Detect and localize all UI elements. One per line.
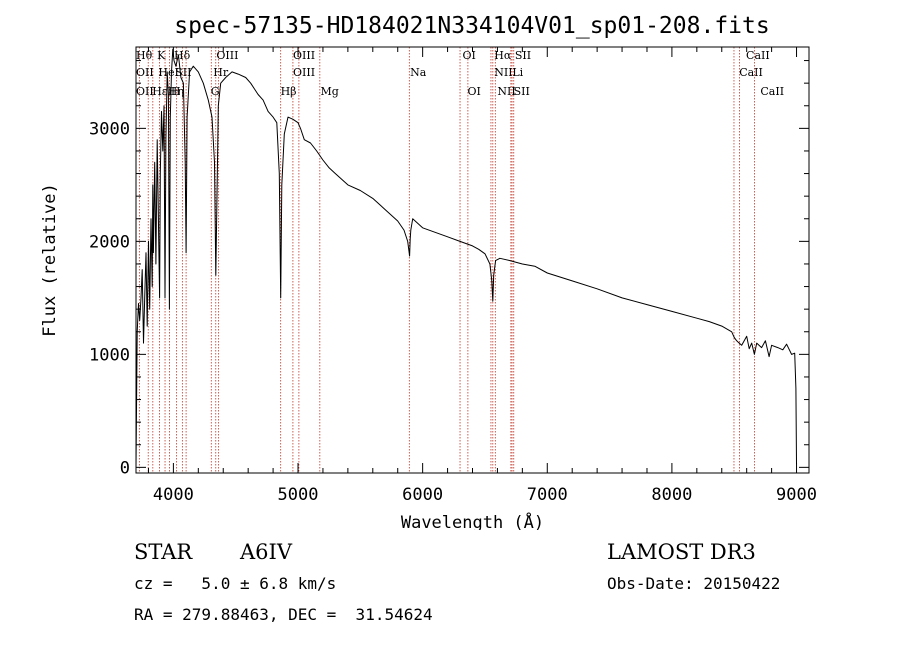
x-axis-ticks: 4000 5000 6000 7000 8000 9000 bbox=[147, 47, 817, 505]
survey-name: LAMOST DR3 bbox=[607, 540, 756, 564]
spectral-line-label: CaII bbox=[739, 66, 763, 79]
spectral-line-label: Mg bbox=[320, 85, 338, 98]
spectral-line-label: K bbox=[157, 49, 166, 62]
flux-series-line bbox=[135, 48, 797, 468]
spectral-line-label: SII bbox=[175, 66, 191, 79]
x-tick-label: 6000 bbox=[402, 485, 443, 505]
y-tick-label: 1000 bbox=[89, 345, 130, 365]
spectral-line-label: OI bbox=[468, 85, 481, 98]
plot-frame bbox=[135, 46, 810, 474]
spectral-line-label: SII bbox=[515, 49, 531, 62]
spectral-line-markers bbox=[138, 47, 755, 473]
spectral-line-label: Hα bbox=[494, 49, 512, 62]
y-tick-label: 2000 bbox=[89, 232, 130, 252]
plot-area bbox=[135, 48, 797, 468]
spectral-line-label: NII bbox=[494, 66, 512, 79]
spectral-line-label: NII bbox=[497, 85, 515, 98]
spectral-line-label: CaII bbox=[760, 85, 784, 98]
spectrum-chart: spec-57135-HD184021N334104V01_sp01-208.f… bbox=[40, 13, 817, 530]
spectral-line-label: OIII bbox=[293, 49, 315, 62]
chart-title: spec-57135-HD184021N334104V01_sp01-208.f… bbox=[174, 13, 769, 39]
object-subclass: A6IV bbox=[240, 540, 292, 564]
spectral-line-label: HeI bbox=[158, 66, 178, 79]
spectral-line-label: Li bbox=[512, 66, 523, 79]
y-axis-label: Flux (relative) bbox=[40, 183, 60, 337]
spectral-line-label: Na bbox=[410, 66, 427, 79]
x-tick-label: 8000 bbox=[651, 485, 692, 505]
spectral-line-label: H bbox=[171, 85, 181, 98]
spectral-line-label: OII bbox=[136, 66, 154, 79]
y-tick-label: 0 bbox=[120, 458, 130, 478]
spectral-line-label: OIII bbox=[216, 49, 238, 62]
x-tick-label: 9000 bbox=[776, 485, 817, 505]
y-tick-label: 3000 bbox=[89, 119, 130, 139]
spectral-line-label: OI bbox=[463, 49, 476, 62]
spectral-line-label: OIII bbox=[293, 66, 315, 79]
spectral-line-label: Hη bbox=[168, 85, 184, 98]
spectral-line-label: Hθ bbox=[136, 49, 153, 62]
spectral-line-label: Hβ bbox=[281, 85, 297, 98]
x-tick-label: 5000 bbox=[278, 485, 319, 505]
spectral-line-label: G bbox=[211, 85, 220, 98]
spectral-line-label: SII bbox=[514, 85, 530, 98]
object-class: STAR bbox=[134, 540, 193, 564]
spectral-line-label: Hr bbox=[213, 66, 229, 79]
spectral-line-label: OII bbox=[136, 85, 154, 98]
x-tick-label: 7000 bbox=[527, 485, 568, 505]
spectral-line-label: CaII bbox=[746, 49, 770, 62]
spectral-line-label: Hε bbox=[152, 85, 168, 98]
observation-date: Obs-Date: 20150422 bbox=[607, 574, 781, 593]
x-tick-label: 4000 bbox=[153, 485, 194, 505]
coordinates-text: RA = 279.88463, DEC = 31.54624 bbox=[134, 605, 433, 624]
redshift-text: cz = 5.0 ± 6.8 km/s bbox=[134, 574, 337, 593]
y-axis-ticks: 0 1000 2000 3000 bbox=[89, 60, 809, 478]
spectral-line-label: Hδ bbox=[174, 49, 191, 62]
x-axis-label: Wavelength (Å) bbox=[401, 511, 544, 530]
